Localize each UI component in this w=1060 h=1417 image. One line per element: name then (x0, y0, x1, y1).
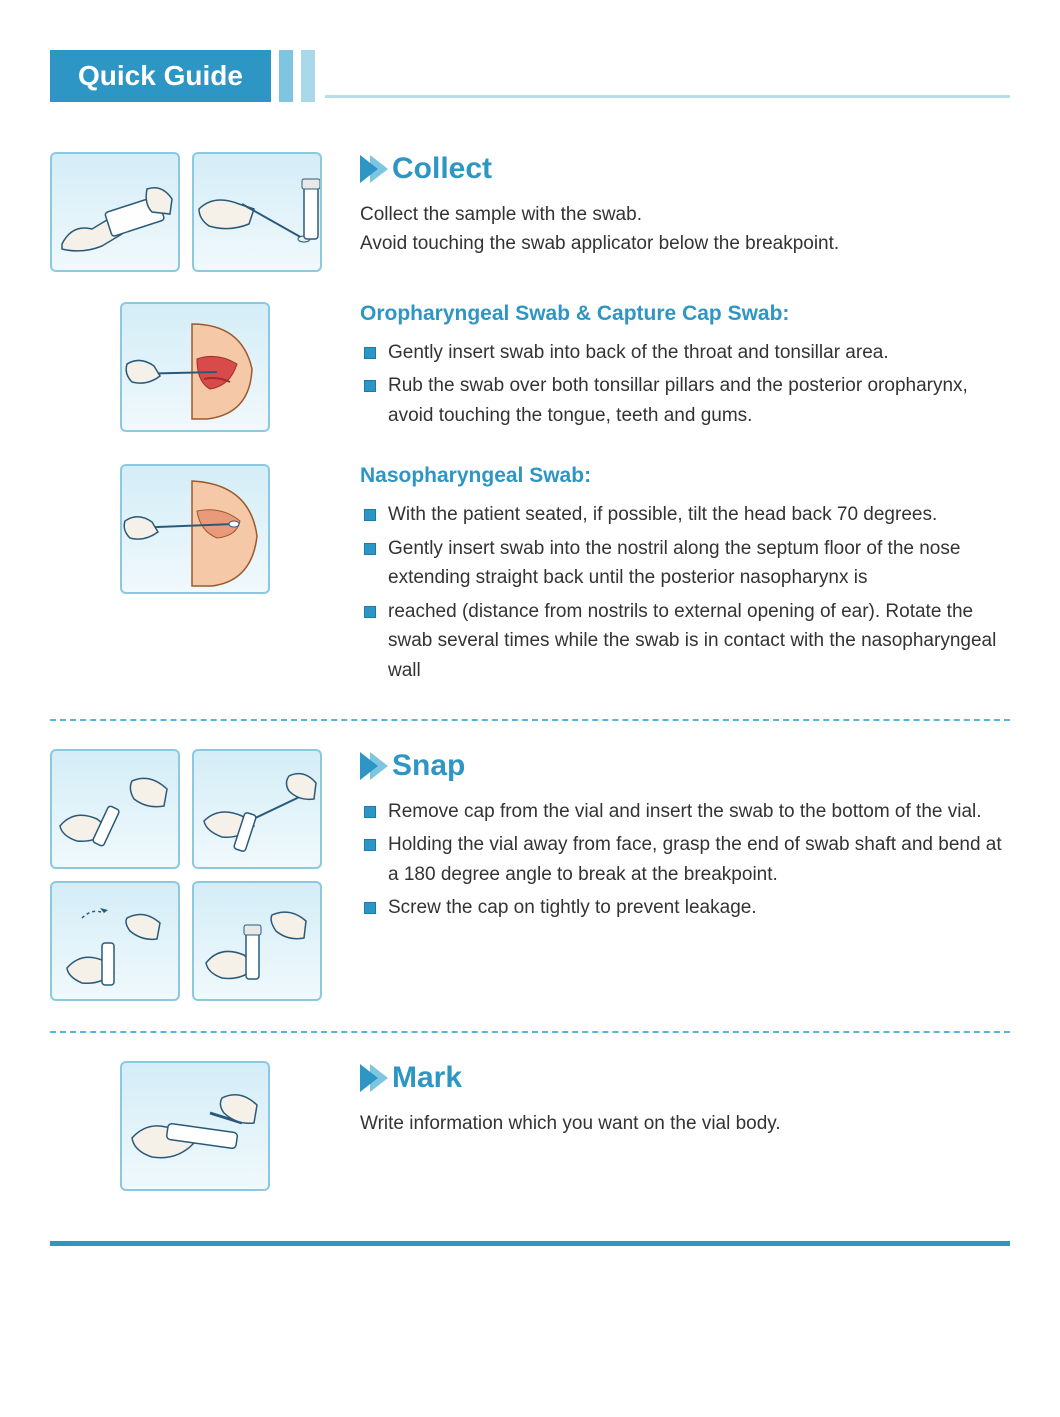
divider-2 (50, 1031, 1010, 1033)
naso-bullet-1: With the patient seated, if possible, ti… (360, 500, 1010, 529)
header-underline (325, 50, 1010, 98)
naso-bullets: With the patient seated, if possible, ti… (360, 500, 1010, 685)
snap-title-row: Snap (360, 749, 1010, 783)
collect-images (50, 152, 330, 272)
illustration-hold-swab-vial (192, 152, 322, 272)
illustration-snap-2 (192, 749, 322, 869)
mark-body: Write information which you want on the … (360, 1109, 1010, 1138)
naso-images (50, 464, 330, 689)
mark-heading: Mark (392, 1061, 462, 1095)
snap-images (50, 749, 330, 1001)
illustration-oro-swab (120, 302, 270, 432)
section-naso: Nasopharyngeal Swab: With the patient se… (50, 464, 1010, 689)
mark-text: Mark Write information which you want on… (360, 1061, 1010, 1191)
page-title-tab: Quick Guide (50, 50, 271, 102)
chevron-icon (360, 752, 378, 780)
section-collect: Collect Collect the sample with the swab… (50, 152, 1010, 272)
section-oro: Oropharyngeal Swab & Capture Cap Swab: G… (50, 302, 1010, 434)
illustration-snap-3 (50, 881, 180, 1001)
section-mark: Mark Write information which you want on… (50, 1061, 1010, 1191)
snap-bullet-2: Holding the vial away from face, grasp t… (360, 830, 1010, 889)
snap-bullets: Remove cap from the vial and insert the … (360, 797, 1010, 923)
illustration-snap-4 (192, 881, 322, 1001)
section-snap: Snap Remove cap from the vial and insert… (50, 749, 1010, 1001)
divider-1 (50, 719, 1010, 721)
collect-intro-2: Avoid touching the swab applicator below… (360, 229, 1010, 258)
chevron-icon (360, 155, 378, 183)
illustration-mark-vial (120, 1061, 270, 1191)
header-stripe-2 (301, 50, 315, 102)
naso-text: Nasopharyngeal Swab: With the patient se… (360, 464, 1010, 689)
collect-intro-1: Collect the sample with the swab. (360, 200, 1010, 229)
collect-heading: Collect (392, 152, 492, 186)
oro-heading: Oropharyngeal Swab & Capture Cap Swab: (360, 302, 1010, 326)
oro-bullet-1: Gently insert swab into back of the thro… (360, 338, 1010, 367)
collect-title-row: Collect (360, 152, 1010, 186)
snap-bullet-3: Screw the cap on tightly to prevent leak… (360, 893, 1010, 922)
snap-text: Snap Remove cap from the vial and insert… (360, 749, 1010, 1001)
mark-title-row: Mark (360, 1061, 1010, 1095)
header-stripe-1 (279, 50, 293, 102)
naso-bullet-2: Gently insert swab into the nostril alon… (360, 534, 1010, 593)
naso-bullet-3: reached (distance from nostrils to exter… (360, 597, 1010, 685)
illustration-naso-swab (120, 464, 270, 594)
mark-images (50, 1061, 330, 1191)
chevron-icon (360, 1064, 378, 1092)
oro-bullet-2: Rub the swab over both tonsillar pillars… (360, 371, 1010, 430)
collect-text: Collect Collect the sample with the swab… (360, 152, 1010, 272)
header: Quick Guide (50, 50, 1010, 102)
snap-heading: Snap (392, 749, 465, 783)
oro-images (50, 302, 330, 434)
illustration-open-package (50, 152, 180, 272)
page-title: Quick Guide (78, 60, 243, 91)
naso-heading: Nasopharyngeal Swab: (360, 464, 1010, 488)
oro-text: Oropharyngeal Swab & Capture Cap Swab: G… (360, 302, 1010, 434)
illustration-snap-1 (50, 749, 180, 869)
footer-rule (50, 1241, 1010, 1246)
oro-bullets: Gently insert swab into back of the thro… (360, 338, 1010, 430)
snap-bullet-1: Remove cap from the vial and insert the … (360, 797, 1010, 826)
